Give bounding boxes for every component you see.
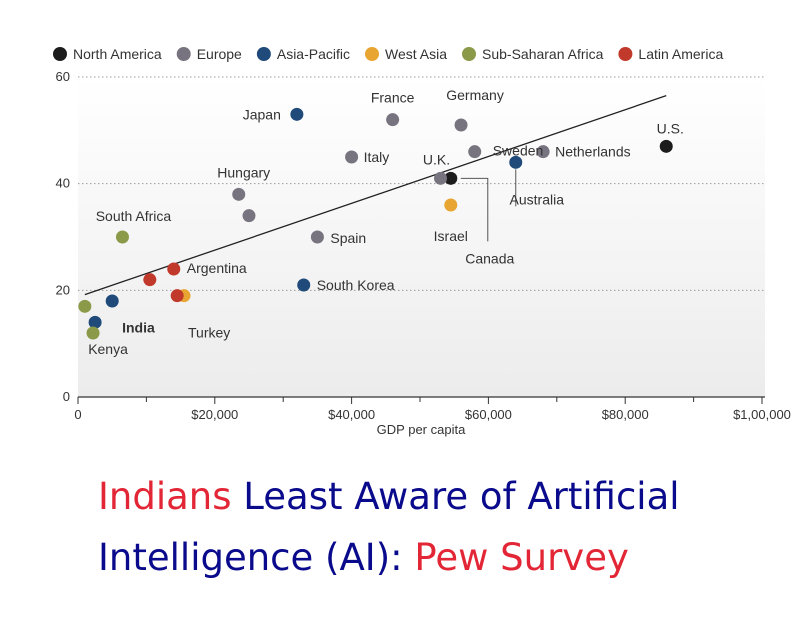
data-point-16	[444, 198, 458, 212]
data-point-0	[659, 139, 673, 153]
leader-1	[460, 177, 489, 242]
trendline	[84, 95, 667, 296]
axes: 0 $20,000 $40,000 $60,000 $80,000 $1,00,000 0 2…	[56, 69, 791, 422]
point-label-1: Canada	[465, 250, 514, 266]
point-label-16: Israel	[434, 228, 468, 244]
point-labels: U.S. Canada U.K. France Germany Sweden Netherl…	[88, 87, 684, 357]
x-tick-label-4: $80,000	[602, 407, 649, 422]
point-label-7: Italy	[364, 149, 390, 165]
point-label-21: Argentina	[187, 260, 247, 276]
legend-label-0: North America	[73, 46, 162, 62]
data-point-21	[167, 262, 181, 276]
legend-marker-3	[365, 47, 379, 61]
point-label-11: Japan	[243, 106, 281, 122]
data-point-4	[454, 118, 468, 132]
data-points	[78, 107, 673, 340]
x-tick-label-0: 0	[74, 407, 81, 422]
headline-red-2: Pew Survey	[414, 536, 629, 579]
legend-marker-0	[53, 47, 67, 61]
legend-label-5: Latin America	[638, 46, 723, 62]
data-point-10	[310, 230, 324, 244]
legend-label-3: West Asia	[385, 46, 447, 62]
x-tick-label-5: $1,00,000	[733, 407, 791, 422]
legend-marker-1	[176, 47, 191, 61]
data-point-18	[115, 230, 129, 244]
data-point-23	[170, 289, 184, 303]
trendline-path	[84, 95, 667, 296]
point-label-15: India	[122, 319, 155, 335]
headline-red-1: Indians	[98, 475, 232, 518]
headline: Indians Least Aware of Artificial Intell…	[98, 466, 788, 588]
point-label-13: South Korea	[317, 277, 395, 293]
point-label-12: Australia	[510, 191, 565, 207]
headline-blue-1: Least Aware of Artificial	[231, 475, 680, 518]
point-label-18: South Africa	[96, 208, 172, 224]
data-point-7	[345, 150, 359, 164]
x-tick-label-1: $20,000	[191, 407, 238, 422]
legend-marker-5	[618, 47, 633, 61]
point-label-2: U.K.	[423, 151, 450, 167]
plot-background	[78, 77, 765, 397]
data-point-14	[105, 294, 119, 308]
y-tick-label-1: 20	[56, 282, 70, 297]
y-tick-label-3: 60	[56, 69, 70, 84]
y-tick-label-2: 40	[56, 176, 70, 191]
leader-lines	[460, 169, 517, 242]
data-point-9	[242, 209, 256, 223]
y-tick-label-0: 0	[63, 389, 70, 404]
data-point-5	[468, 145, 482, 159]
data-point-13	[297, 278, 311, 292]
point-label-0: U.S.	[657, 120, 684, 136]
legend: North America Europe Asia-Pacific West Asia…	[53, 46, 723, 62]
data-point-1	[444, 171, 458, 185]
legend-label-4: Sub-Saharan Africa	[482, 46, 604, 62]
legend-marker-2	[256, 47, 271, 61]
data-point-6	[536, 145, 550, 159]
point-label-8: Hungary	[217, 164, 270, 180]
x-tick-label-2: $40,000	[328, 407, 375, 422]
data-point-19	[78, 299, 92, 313]
data-point-3	[386, 113, 400, 127]
data-point-12	[509, 155, 523, 169]
scatter-chart: North America Europe Asia-Pacific West Asia…	[53, 46, 791, 437]
x-axis-title: GDP per capita	[377, 422, 466, 437]
data-point-20	[86, 326, 100, 340]
gridlines	[78, 76, 765, 291]
data-point-11	[290, 107, 304, 121]
point-label-20: Kenya	[88, 341, 128, 357]
data-point-22	[143, 273, 157, 287]
point-label-17: Turkey	[188, 325, 230, 341]
legend-label-1: Europe	[197, 46, 242, 62]
point-label-5: Sweden	[493, 143, 544, 159]
data-point-2	[434, 171, 448, 185]
legend-marker-4	[462, 47, 476, 61]
data-point-8	[232, 187, 246, 201]
data-point-15	[88, 315, 102, 329]
point-label-6: Netherlands	[555, 144, 631, 160]
legend-label-2: Asia-Pacific	[277, 46, 350, 62]
point-label-3: France	[371, 90, 415, 106]
point-label-10: Spain	[330, 230, 366, 246]
x-tick-label-3: $60,000	[465, 407, 512, 422]
point-label-4: Germany	[446, 87, 504, 103]
headline-blue-2: Intelligence (AI):	[98, 536, 415, 579]
